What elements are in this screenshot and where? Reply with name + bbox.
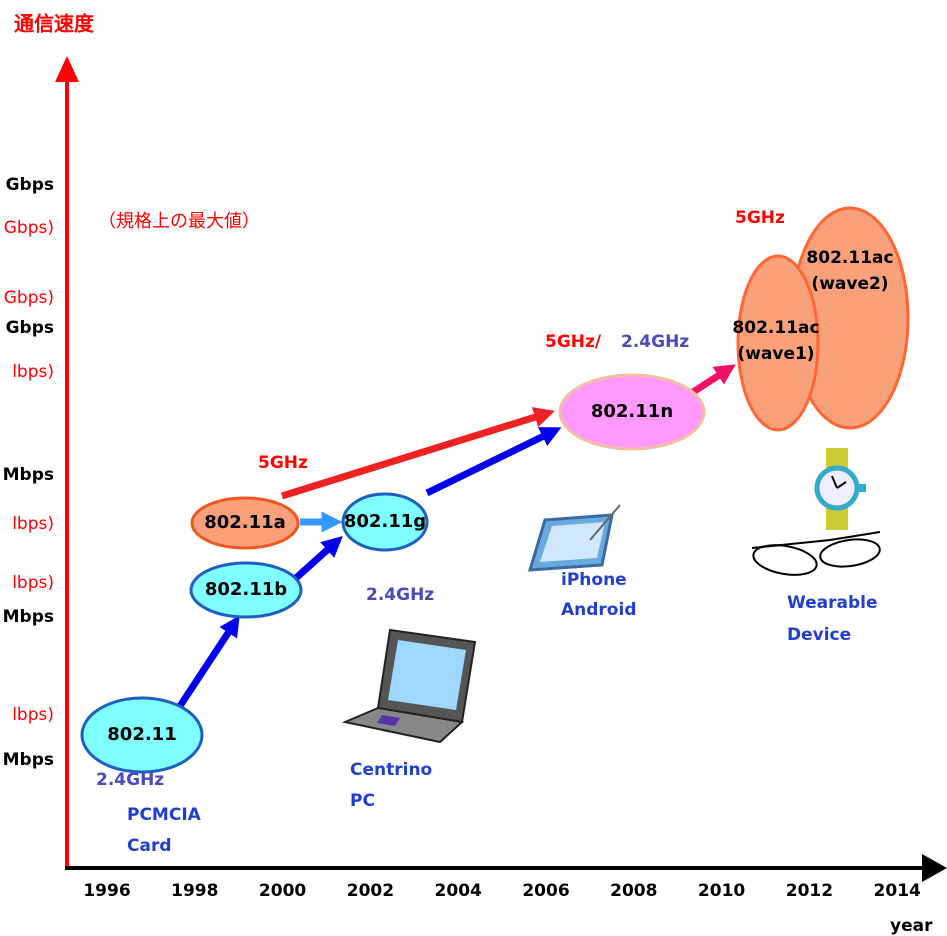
- y-arrow: [55, 56, 79, 82]
- title: 通信速度: [14, 12, 95, 36]
- device-label: PCMCIA: [127, 805, 202, 825]
- device-label: Device: [787, 625, 851, 645]
- year-label: 2008: [610, 881, 657, 901]
- year-label: 2010: [698, 881, 745, 901]
- device-label: iPhone: [561, 570, 627, 590]
- device-label: Wearable: [787, 593, 878, 613]
- node-label: 802.11ac (wave2): [806, 248, 893, 294]
- speed-label: Gbps): [4, 218, 54, 238]
- speed-label: Gbps): [4, 288, 54, 308]
- note: （規格上の最大値）: [98, 211, 260, 232]
- node-label: 802.11g: [344, 511, 426, 532]
- band-label: 5GHz: [735, 208, 785, 228]
- node: [189, 561, 303, 619]
- year-label: 1996: [83, 881, 130, 901]
- year-label: 2012: [786, 881, 833, 901]
- speed-label: Gbps: [6, 175, 54, 195]
- year-label: 1998: [171, 881, 218, 901]
- speed-label: lbps): [12, 573, 54, 593]
- arrow: [293, 535, 343, 581]
- node-label: 802.11b: [205, 579, 287, 600]
- speed-label: Gbps: [6, 318, 54, 338]
- speed-label: Mbps: [3, 607, 54, 627]
- speed-label: lbps): [12, 705, 54, 725]
- node: [190, 496, 300, 550]
- speed-label: Mbps: [3, 465, 54, 485]
- arrow: [688, 364, 736, 397]
- band-label: 5GHz/: [545, 332, 602, 352]
- node-label: 802.11ac (wave1): [732, 318, 819, 364]
- band-label: 5GHz: [258, 453, 308, 473]
- band-label: 2.4GHz: [366, 585, 434, 605]
- node-label: 802.11: [107, 724, 176, 745]
- device-label: Card: [127, 836, 172, 856]
- arrow: [425, 427, 562, 497]
- speed-label: lbps): [12, 362, 54, 382]
- node-label: 802.11n: [591, 401, 673, 422]
- node: [341, 492, 429, 552]
- watch-icon: [814, 448, 866, 530]
- node: [80, 696, 204, 774]
- node-label: 802.11a: [204, 512, 286, 533]
- device-label: Android: [561, 600, 637, 620]
- year-label: 2006: [522, 881, 569, 901]
- speed-label: Mbps: [3, 750, 54, 770]
- band-label: 2.4GHz: [96, 770, 164, 790]
- glasses-icon: [751, 531, 881, 576]
- year-label: 2000: [259, 881, 306, 901]
- year-label: 2002: [347, 881, 394, 901]
- speed-label: lbps): [12, 514, 54, 534]
- arrow: [280, 407, 556, 500]
- laptop-icon: [341, 628, 477, 744]
- year-label: 2004: [435, 881, 482, 901]
- arrow: [177, 615, 240, 708]
- x-arrow: [922, 854, 947, 882]
- node: [736, 254, 820, 432]
- x-axis-label: year: [890, 916, 933, 936]
- device-label: PC: [350, 791, 375, 811]
- node: [558, 373, 706, 451]
- tablet-icon: [527, 504, 621, 572]
- band-label: 2.4GHz: [621, 332, 689, 352]
- device-label: Centrino: [350, 760, 432, 780]
- year-label: 2014: [874, 881, 921, 901]
